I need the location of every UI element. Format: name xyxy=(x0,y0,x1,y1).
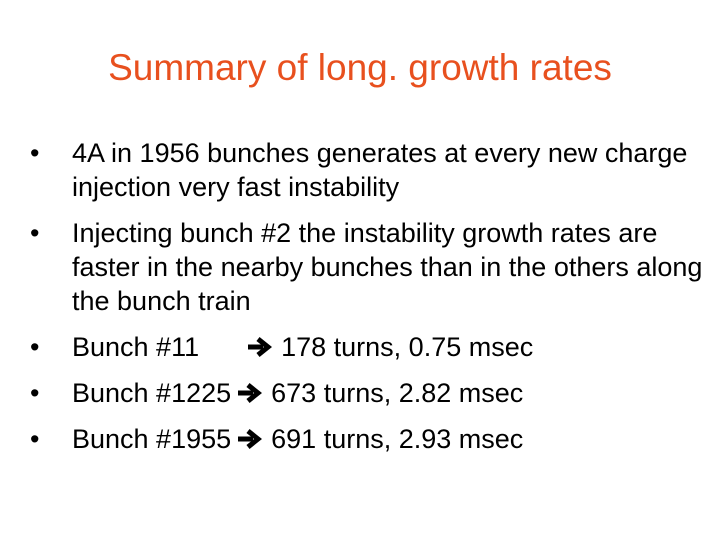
bullet-item: • Injecting bunch #2 the instability gro… xyxy=(30,216,710,318)
right-arrow-icon xyxy=(248,337,273,357)
right-arrow-icon xyxy=(238,383,263,403)
bullet-text: 4A in 1956 bunches generates at every ne… xyxy=(72,138,688,202)
bullet-dot: • xyxy=(30,378,40,408)
right-arrow-icon xyxy=(238,429,263,449)
bullet-text: Injecting bunch #2 the instability growt… xyxy=(72,218,703,316)
bunch-label: Bunch #11 xyxy=(72,332,200,362)
bullet-text: Bunch #1955 691 turns, 2.93 msec xyxy=(72,422,710,456)
slide-title: Summary of long. growth rates xyxy=(108,47,612,88)
bullet-dot: • xyxy=(30,424,40,454)
bullet-item: • Bunch #1955 691 turns, 2.93 msec xyxy=(30,422,710,456)
bullet-item: • Bunch #11 178 turns, 0.75 msec xyxy=(30,330,710,364)
bunch-result: 178 turns, 0.75 msec xyxy=(281,332,534,362)
bullet-list: • 4A in 1956 bunches generates at every … xyxy=(30,136,710,468)
bullet-text: Bunch #1225 673 turns, 2.82 msec xyxy=(72,376,710,410)
bunch-label: Bunch #1955 xyxy=(72,424,232,454)
bunch-result: 673 turns, 2.82 msec xyxy=(271,378,524,408)
bunch-result: 691 turns, 2.93 msec xyxy=(271,424,524,454)
bullet-dot: • xyxy=(30,332,40,362)
bullet-item: • 4A in 1956 bunches generates at every … xyxy=(30,136,710,204)
bullet-dot: • xyxy=(30,218,40,248)
bullet-dot: • xyxy=(30,138,40,168)
bunch-label: Bunch #1225 xyxy=(72,378,232,408)
bullet-text: Bunch #11 178 turns, 0.75 msec xyxy=(72,330,710,364)
bullet-item: • Bunch #1225 673 turns, 2.82 msec xyxy=(30,376,710,410)
